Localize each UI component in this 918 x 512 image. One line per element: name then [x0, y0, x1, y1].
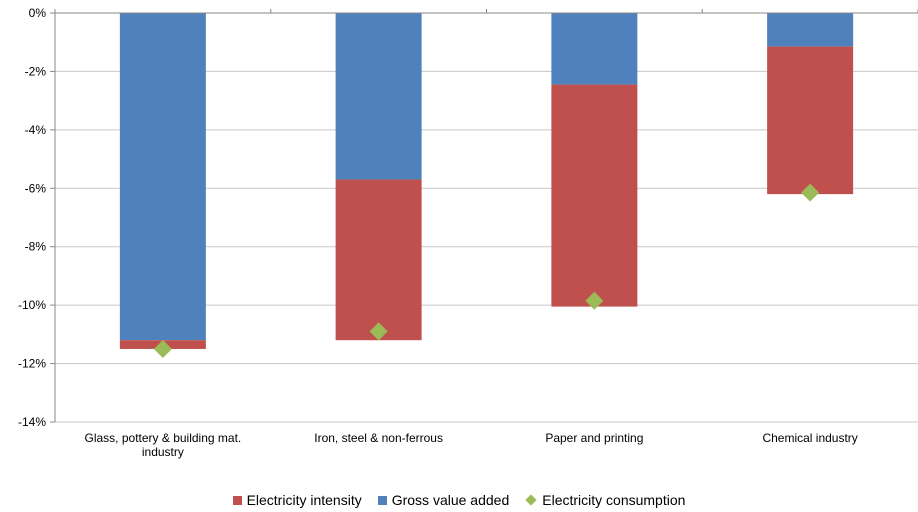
legend-label: Gross value added: [391, 492, 510, 508]
marker-electricity-consumption: [801, 183, 820, 202]
bar-electricity-intensity: [335, 179, 422, 341]
x-category-label: Iron, steel & non-ferrous: [314, 431, 443, 445]
bar-electricity-intensity: [767, 46, 854, 195]
x-category-label: Paper and printing: [545, 431, 643, 445]
legend-item-electricity-consumption: Electricity consumption: [525, 492, 685, 508]
y-tick-label: -8%: [25, 240, 47, 254]
marker-electricity-consumption: [585, 291, 604, 310]
y-tick-label: -4%: [25, 123, 47, 137]
markers: [153, 183, 820, 358]
y-axis-ticks: 0% -2% -4% -6% -8% -10% -12% -14%: [18, 6, 55, 429]
y-tick-label: -12%: [18, 357, 46, 371]
legend-label: Electricity consumption: [542, 492, 686, 508]
bar-gross-value-added: [335, 13, 422, 180]
bar-gross-value-added: [119, 13, 206, 341]
x-category-label: Chemical industry: [762, 431, 857, 445]
legend-item-gross-value-added: Gross value added: [377, 492, 510, 508]
y-tick-label: 0%: [29, 6, 47, 20]
bars: [119, 13, 854, 349]
legend: Electricity intensity Gross value added …: [0, 490, 918, 510]
axes: [54, 9, 918, 422]
chart: 0% -2% -4% -6% -8% -10% -12% -14% Glass, potter…: [18, 6, 918, 459]
bar-gross-value-added: [551, 13, 638, 85]
x-axis-labels: Glass, pottery & building mat.industry Ir…: [85, 431, 858, 459]
y-tick-label: -6%: [25, 181, 47, 195]
marker-electricity-consumption: [369, 322, 388, 341]
marker-electricity-consumption: [153, 339, 172, 358]
bar-electricity-intensity: [551, 84, 638, 307]
legend-swatch-gross-value-added: [377, 495, 387, 505]
y-tick-label: -14%: [18, 415, 46, 429]
y-tick-label: -10%: [18, 298, 46, 312]
legend-item-electricity-intensity: Electricity intensity: [232, 492, 362, 508]
x-category-label: Glass, pottery & building mat.: [85, 431, 242, 445]
x-category-label: industry: [142, 445, 184, 459]
legend-label: Electricity intensity: [246, 492, 362, 508]
y-tick-label: -2%: [25, 64, 47, 78]
legend-swatch-electricity-intensity: [232, 495, 242, 505]
bar-gross-value-added: [767, 13, 854, 47]
legend-swatch-electricity-consumption: [525, 494, 537, 506]
